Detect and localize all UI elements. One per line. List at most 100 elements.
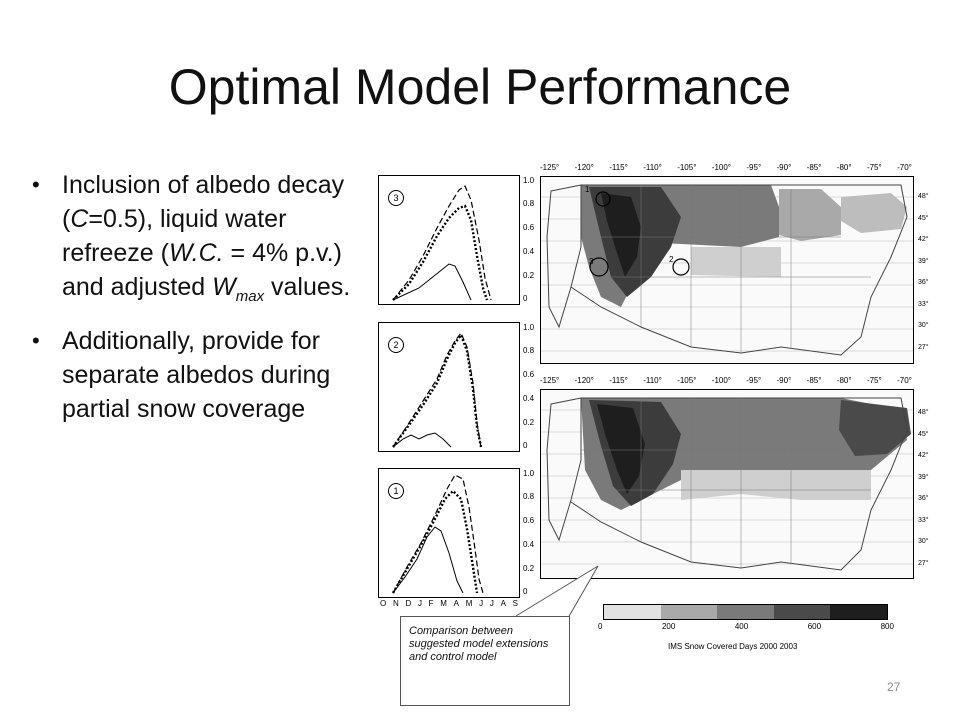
lon-tick: -85° — [806, 163, 822, 172]
lon-tick: -110° — [643, 163, 662, 172]
swe-panel-3: 3 — [378, 175, 520, 305]
panel-2-ytick: 0.2 — [523, 418, 535, 427]
lon-tick: -75° — [866, 163, 882, 172]
lon-tick: -90° — [776, 376, 792, 385]
month-tick: J — [417, 599, 422, 608]
lon-tick: -110° — [643, 376, 662, 385]
panel-1-ytick: 0.8 — [523, 492, 535, 501]
lat-tick: 30° — [918, 322, 929, 329]
lat-tick: 27° — [918, 559, 929, 567]
panel-3-ytick: 0.4 — [523, 247, 535, 256]
month-tick: F — [428, 599, 434, 608]
lat-tick: 48° — [918, 193, 929, 200]
swe-panel-1: 1 — [378, 468, 520, 598]
lat-tick: 36° — [918, 495, 929, 502]
month-axis: O N D J F M A M J J A S — [380, 599, 518, 608]
month-tick: S — [512, 599, 518, 608]
panel-2-ytick: 0 — [523, 441, 528, 450]
top-map-lon-axis: -125° -120° -115° -110° -105° -100° -95°… — [540, 163, 912, 172]
lat-tick: 36° — [918, 279, 929, 286]
bottom-snow-cover-map — [540, 389, 914, 579]
panel-1-ytick: 0.2 — [523, 564, 535, 573]
lon-tick: -80° — [836, 376, 852, 385]
colorbar-label: IMS Snow Covered Days 2000 2003 — [668, 642, 798, 651]
panel-1-ytick: 1.0 — [523, 469, 535, 478]
lat-tick: 33° — [918, 516, 929, 524]
lon-tick: -115° — [609, 163, 628, 172]
panel-1-ytick: 0.4 — [523, 540, 535, 549]
lon-tick: -75° — [866, 376, 882, 385]
panel-number-1: 1 — [388, 483, 404, 499]
panel-3-ytick: 0.6 — [523, 223, 535, 232]
colorbar-tick: 600 — [807, 622, 822, 631]
page-number: 27 — [887, 680, 901, 694]
month-tick: A — [500, 599, 506, 608]
lon-tick: -115° — [609, 376, 628, 385]
bullet-var-c: C — [70, 205, 89, 233]
lat-tick: 39° — [918, 257, 929, 265]
top-map-graphic — [541, 184, 913, 356]
month-tick: M — [440, 599, 447, 608]
panel-3-curves — [392, 185, 492, 301]
lon-tick: -105° — [677, 163, 697, 172]
lon-tick: -120° — [574, 163, 594, 172]
lat-tick: 42° — [918, 452, 929, 459]
lon-tick: -90° — [776, 163, 792, 172]
month-tick: O — [380, 599, 387, 608]
lat-tick: 45° — [918, 214, 929, 222]
lat-tick: 33° — [918, 300, 929, 308]
site-marker-label: 1 — [585, 185, 590, 194]
lon-tick: -100° — [711, 163, 731, 172]
colorbar-tick: 200 — [661, 622, 676, 631]
panel-3-ytick: 1.0 — [523, 176, 535, 185]
lon-tick: -125° — [540, 376, 560, 385]
bullet-text: Inclusion of albedo decay ( — [62, 171, 345, 233]
month-tick: J — [479, 599, 484, 608]
comparison-callout: Comparison between suggested model exten… — [400, 616, 570, 706]
slide-title: Optimal Model Performance — [168, 59, 792, 115]
colorbar-ticks: 0 200 400 600 800 — [598, 622, 894, 631]
lon-tick: -70° — [897, 376, 912, 385]
top-map-lat-axis-right: 48° 45° 42° 39° 36° 33° 30° 27° — [918, 186, 929, 358]
bullet-text: values. — [264, 273, 351, 301]
panel-1-curves — [391, 474, 484, 594]
panel-3-ytick: 0.2 — [523, 271, 535, 280]
bullet-subscript: max — [235, 288, 265, 305]
panel-3-ytick: 0 — [523, 294, 528, 303]
bullet-text: =0.5), liquid water refreeze ( — [62, 205, 287, 267]
lon-tick: -70° — [897, 163, 912, 172]
colorbar-tick: 800 — [880, 622, 894, 631]
bottom-map-graphic — [541, 397, 913, 571]
bullet-var-wc: W.C. — [168, 239, 224, 267]
colorbar-segment — [830, 605, 887, 619]
month-tick: M — [465, 599, 473, 608]
lon-tick: -125° — [540, 163, 560, 172]
top-snow-cover-map: 1 3 2 — [540, 176, 914, 364]
snow-days-colorbar — [603, 604, 888, 620]
site-marker-label: 2 — [669, 255, 674, 264]
panel-2-ytick: 0.6 — [523, 370, 535, 379]
bullet-text: = 4% p.v.) and adjusted — [62, 239, 342, 301]
lon-tick: -80° — [836, 163, 852, 172]
lon-tick: -85° — [806, 376, 822, 385]
lat-tick: 30° — [918, 538, 929, 545]
bullet-dot: • — [32, 328, 40, 353]
colorbar-segment — [773, 605, 831, 619]
bullet-item-1: • Inclusion of albedo decay (C=0.5), liqu… — [30, 168, 352, 314]
swe-panel-2: 2 — [378, 322, 520, 452]
bottom-map-lon-axis: -125° -120° -115° -110° -105° -100° -95°… — [540, 376, 912, 385]
bullet-list: • Inclusion of albedo decay (C=0.5), liqu… — [30, 168, 352, 436]
bullet-text: Additionally, provide for separate albed… — [62, 327, 331, 423]
lat-tick: 42° — [918, 236, 929, 243]
colorbar-tick: 0 — [598, 622, 603, 631]
lon-tick: -105° — [677, 376, 697, 385]
lat-tick: 39° — [918, 473, 929, 481]
colorbar-segment — [717, 605, 774, 619]
lon-tick: -95° — [746, 376, 762, 385]
lon-tick: -100° — [711, 376, 731, 385]
lat-tick: 48° — [918, 409, 929, 416]
callout-text: Comparison between suggested model exten… — [409, 625, 549, 663]
panel-2-ytick: 1.0 — [523, 323, 535, 332]
month-tick: N — [392, 599, 399, 608]
lon-tick: -120° — [574, 376, 594, 385]
